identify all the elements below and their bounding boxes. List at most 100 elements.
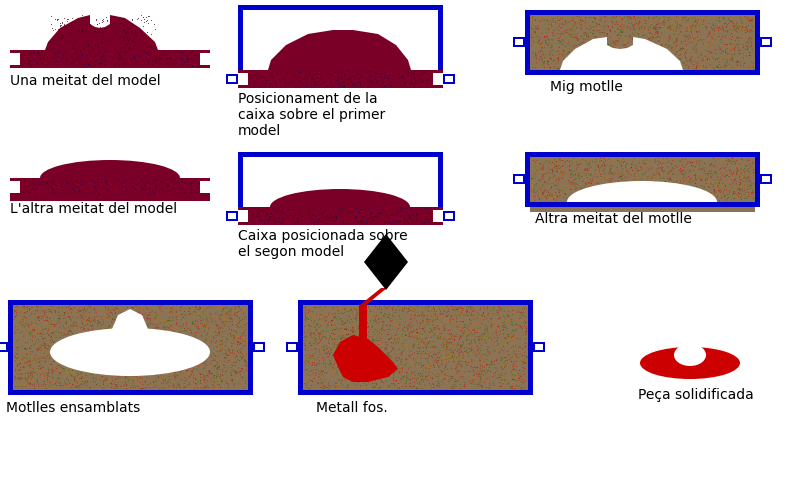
Point xyxy=(646,51,658,59)
Point xyxy=(79,351,92,359)
Point xyxy=(556,48,569,56)
Point xyxy=(364,342,377,350)
Point xyxy=(182,179,195,187)
Point xyxy=(346,327,359,335)
Point xyxy=(218,362,231,370)
Point xyxy=(711,63,724,71)
Point xyxy=(490,337,503,345)
Point xyxy=(414,218,427,226)
Point xyxy=(486,318,498,326)
Point xyxy=(124,49,137,57)
Point xyxy=(662,184,674,192)
Point xyxy=(711,33,724,41)
Point xyxy=(316,220,329,228)
Point xyxy=(316,330,329,338)
Point xyxy=(98,370,111,378)
Point xyxy=(421,355,434,363)
Point xyxy=(742,37,755,45)
Point xyxy=(76,373,89,380)
Point xyxy=(102,374,114,382)
Point xyxy=(738,25,751,33)
Point xyxy=(440,372,453,379)
Point xyxy=(427,310,440,318)
Point xyxy=(82,317,95,325)
Point xyxy=(24,358,37,366)
Point xyxy=(487,309,500,317)
Point xyxy=(290,217,302,225)
Point xyxy=(48,190,61,198)
Point xyxy=(298,328,310,336)
Point xyxy=(362,323,375,331)
Point xyxy=(513,308,526,316)
Point xyxy=(366,336,379,344)
Point xyxy=(314,80,327,88)
Point xyxy=(142,54,154,62)
Point xyxy=(80,378,93,386)
Point xyxy=(598,33,610,41)
Point xyxy=(53,180,66,188)
Point xyxy=(96,316,109,324)
Point xyxy=(140,177,153,185)
Point xyxy=(320,346,333,354)
Point xyxy=(367,382,380,390)
Point xyxy=(116,367,129,374)
Point xyxy=(129,335,142,343)
Point xyxy=(696,61,709,69)
Point xyxy=(379,208,392,216)
Point xyxy=(425,381,438,389)
Point xyxy=(176,176,189,184)
Point xyxy=(702,177,715,185)
Point xyxy=(450,331,462,339)
Point xyxy=(467,305,480,313)
Point xyxy=(602,192,614,200)
Point xyxy=(288,74,301,82)
Point xyxy=(454,303,467,311)
Point xyxy=(485,316,498,324)
Point xyxy=(378,376,390,384)
Point xyxy=(652,175,665,183)
Point xyxy=(332,207,345,215)
Point xyxy=(156,190,169,198)
Point xyxy=(506,322,519,330)
Point xyxy=(144,379,157,387)
Point xyxy=(24,51,37,59)
Point xyxy=(66,189,79,197)
Point xyxy=(536,55,549,63)
Point xyxy=(292,70,305,78)
Point xyxy=(379,304,392,312)
Point xyxy=(554,24,567,32)
Point xyxy=(714,45,726,53)
Point xyxy=(246,73,258,81)
Point xyxy=(178,356,191,364)
Point xyxy=(434,320,447,328)
Point xyxy=(51,184,64,192)
Point xyxy=(111,179,124,187)
Point xyxy=(417,339,430,347)
Point xyxy=(116,191,129,199)
Point xyxy=(690,45,703,53)
Point xyxy=(567,167,580,175)
Point xyxy=(727,187,740,195)
Point xyxy=(438,371,451,378)
Point xyxy=(419,355,432,363)
Point xyxy=(711,23,724,31)
Point xyxy=(600,178,613,186)
Point xyxy=(654,195,666,203)
Point xyxy=(274,217,286,225)
Point xyxy=(723,166,736,174)
Point xyxy=(456,341,469,349)
Point xyxy=(218,342,231,350)
Point xyxy=(590,33,602,41)
Point xyxy=(527,48,540,56)
Point xyxy=(33,175,46,183)
Point xyxy=(644,19,657,27)
Point xyxy=(675,167,688,175)
Point xyxy=(428,209,441,217)
Point xyxy=(646,56,659,64)
Point xyxy=(417,68,430,76)
Point xyxy=(61,16,74,24)
Point xyxy=(20,336,33,344)
Point xyxy=(574,46,586,54)
Point xyxy=(261,218,274,226)
Point xyxy=(346,306,358,314)
